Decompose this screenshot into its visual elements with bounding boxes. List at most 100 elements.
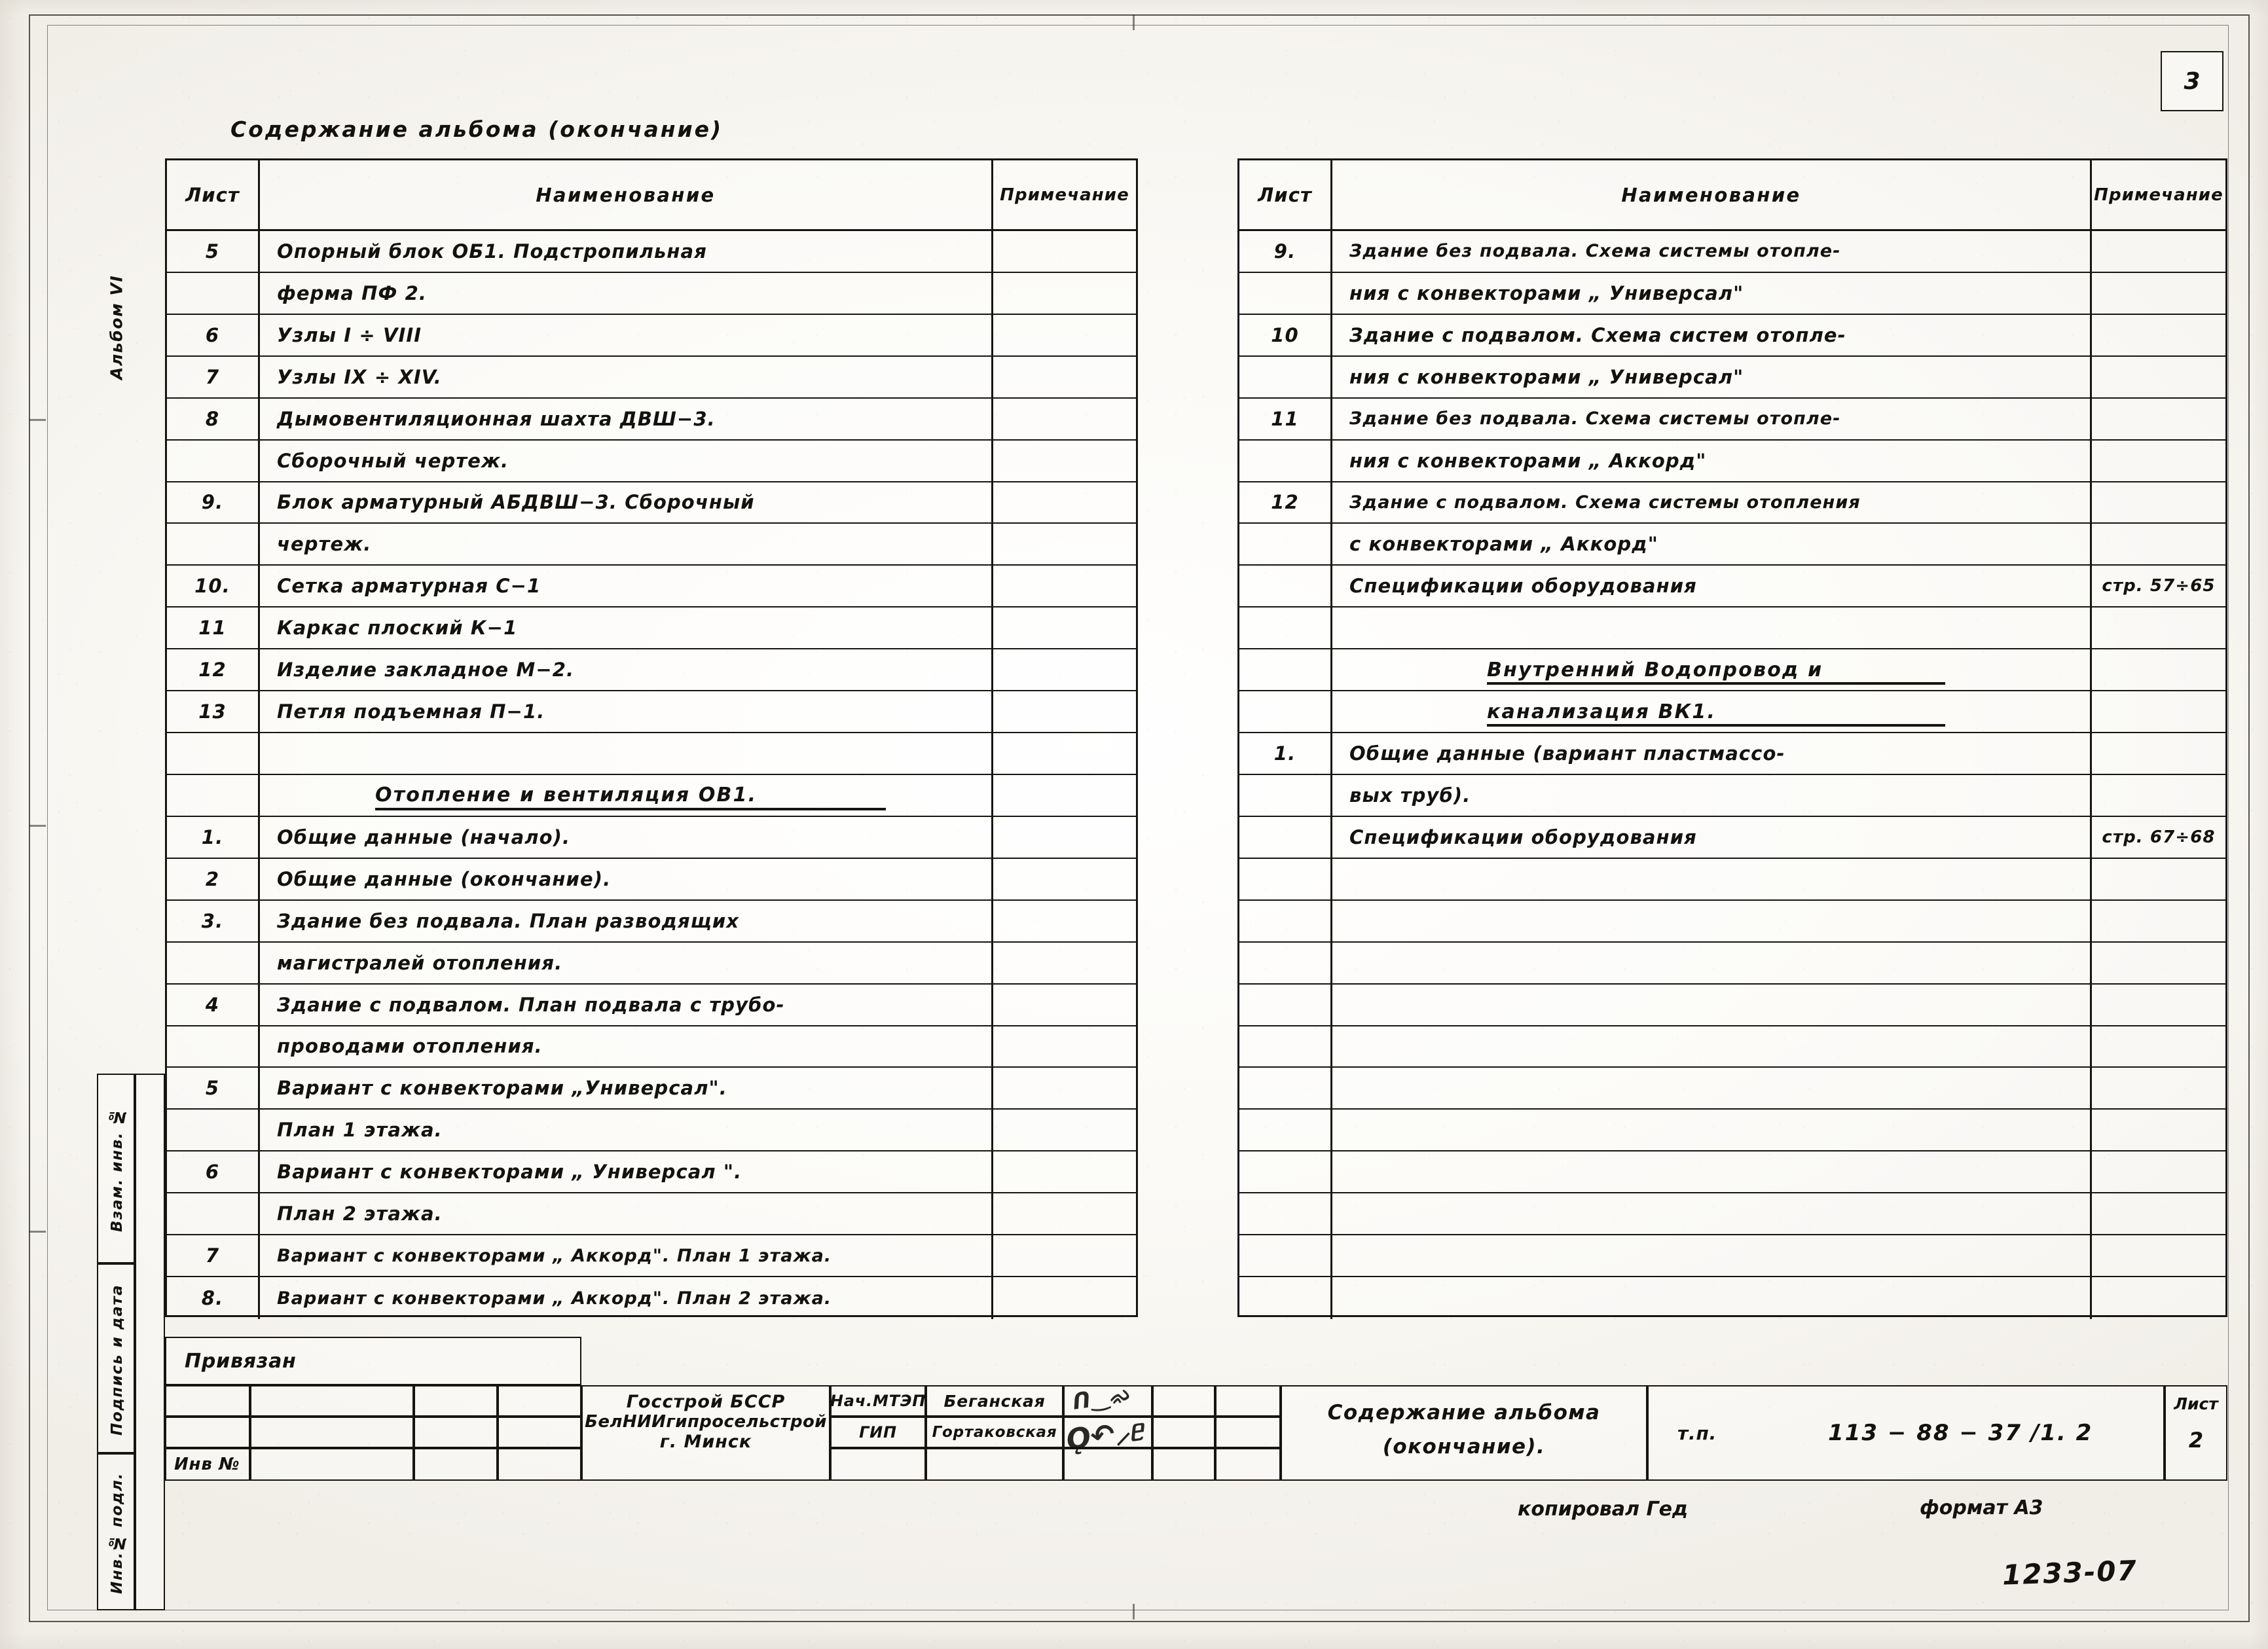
column-header-note-label: Примечание <box>1000 185 1129 205</box>
column-header-sheet: Лист <box>1239 160 1332 229</box>
table-row <box>1239 1277 2225 1319</box>
table-row <box>1239 942 2225 985</box>
edge-tick <box>29 825 46 827</box>
role-3-cell <box>830 1448 926 1481</box>
cell-name <box>260 733 993 774</box>
cell-sheet-label: 1. <box>201 825 224 848</box>
inv-no-label: Инв № <box>174 1455 240 1474</box>
table-row: 3. Здание без подвала. План разводящих <box>167 900 1136 943</box>
margin-label-podpis: Подпись и дата <box>109 1284 126 1436</box>
table-row <box>167 733 1136 775</box>
cell-note: стр. 67÷68 <box>2092 817 2225 858</box>
table-row: магистралей отопления. <box>167 942 1136 985</box>
cell-note <box>993 1151 1136 1192</box>
cell-sheet <box>1239 1110 1332 1151</box>
table-row: Спецификации оборудования стр. 57÷65 <box>1239 566 2225 608</box>
cell-sheet-label: 9. <box>201 491 224 514</box>
column-header-sheet: Лист <box>167 160 260 229</box>
cell-note <box>2092 273 2225 314</box>
table-row: 11 Здание без подвала. Схема системы отоп… <box>1239 398 2225 441</box>
cell-note <box>993 607 1136 648</box>
cell-note <box>2092 607 2225 648</box>
table-row: 8 Дымовентиляционная шахта ДВШ−3. <box>167 398 1136 441</box>
cell-name-label: Дымовентиляционная шахта ДВШ−3. <box>277 407 716 430</box>
cell-note <box>2092 985 2225 1025</box>
table-row <box>1239 607 2225 650</box>
cell-note <box>993 775 1136 816</box>
cell-sheet: 7 <box>167 1235 260 1277</box>
cell-sheet: 7 <box>167 356 260 397</box>
cell-note <box>993 859 1136 899</box>
cell-sheet: 10 <box>1239 314 1332 355</box>
cell-name: Спецификации оборудования <box>1332 816 2092 858</box>
stamp-cell <box>414 1448 498 1481</box>
cell-name: Изделие закладное М−2. <box>260 649 993 691</box>
organisation-cell: Госстрой БССР БелНИИгипросельстрой г. Ми… <box>581 1385 830 1481</box>
table-row: канализация ВК1. <box>1239 691 2225 734</box>
cell-sheet-label: 12 <box>1271 491 1299 514</box>
cell-sheet: 1. <box>1239 733 1332 774</box>
cell-note-label: стр. 57÷65 <box>2102 576 2216 596</box>
table-row: 10. Сетка арматурная С−1 <box>167 566 1136 608</box>
cell-name-label: канализация ВК1. <box>1487 700 1717 723</box>
cell-note <box>2092 1235 2225 1276</box>
cell-sheet <box>1239 566 1332 607</box>
cell-note <box>2092 775 2225 816</box>
cell-name: Здание с подвалом. Схема системы отоплен… <box>1332 482 2092 523</box>
cell-name-label: Спецификации оборудования <box>1349 575 1697 598</box>
inv-no-cell: Инв № <box>165 1448 250 1481</box>
cell-note <box>993 357 1136 397</box>
cell-name: План 1 этажа. <box>260 1110 993 1151</box>
cell-name: Внутренний Водопровод и <box>1332 649 2092 691</box>
cell-name-label: магистралей отопления. <box>277 951 563 974</box>
cell-name-label: План 1 этажа. <box>277 1119 443 1142</box>
cell-sheet-label: 9. <box>1273 240 1296 263</box>
table-row: чертеж. <box>167 524 1136 566</box>
cell-sheet <box>1239 649 1332 691</box>
name-2-cell: Гортаковская <box>926 1417 1063 1448</box>
cell-name <box>1332 1026 2092 1067</box>
cell-sheet: 3. <box>167 900 260 941</box>
cell-sheet: 8. <box>167 1277 260 1319</box>
cell-name-label: Отопление и вентиляция ОВ1. <box>375 784 758 807</box>
cell-note <box>2092 399 2225 439</box>
cell-name-label: Изделие закладное М−2. <box>277 659 575 681</box>
cell-name <box>1332 1277 2092 1319</box>
cell-name-label: ния с конвекторами „ Аккорд" <box>1349 449 1707 472</box>
table-row: ния с конвекторами „ Универсал" <box>1239 272 2225 315</box>
sheet-value: 2 <box>2188 1428 2204 1453</box>
column-header-name-label: Наименование <box>1621 183 1801 206</box>
table-row: Отопление и вентиляция ОВ1. <box>167 774 1136 817</box>
cell-name-label: Каркас плоский К−1 <box>277 617 518 640</box>
cell-name: ния с конвекторами „ Универсал" <box>1332 356 2092 397</box>
table-row <box>1239 1235 2225 1278</box>
cell-sheet-label: 5 <box>205 240 220 263</box>
cell-name: ния с конвекторами „ Аккорд" <box>1332 440 2092 481</box>
cell-sheet-label: 8 <box>205 407 220 430</box>
cell-name-label: ферма ПФ 2. <box>277 281 427 304</box>
table-row: Сборочный чертеж. <box>167 440 1136 482</box>
stamp-cell <box>498 1417 581 1448</box>
page-title: Содержание альбома (окончание) <box>230 117 723 142</box>
column-header-note-label: Примечание <box>2094 185 2223 205</box>
table-row: 8. Вариант с конвекторами „ Аккорд". План… <box>167 1277 1136 1319</box>
table-row: 1. Общие данные (начало). <box>167 816 1136 859</box>
table-row: 9. Блок арматурный АБДВШ−3. Сборочный <box>167 482 1136 524</box>
contents-table-left: Лист Наименование Примечание 5 Опорный блок … <box>165 158 1138 1319</box>
cell-note: стр. 57÷65 <box>2092 566 2225 606</box>
cell-name: Блок арматурный АБДВШ−3. Сборочный <box>260 482 993 523</box>
cell-sheet-label: 2 <box>205 867 220 890</box>
cell-sheet <box>1239 440 1332 481</box>
cell-name: Здание без подвала. План разводящих <box>260 900 993 941</box>
cell-sheet: 13 <box>167 691 260 733</box>
cell-note <box>993 1277 1136 1319</box>
cell-sheet <box>1239 1151 1332 1193</box>
cell-note <box>993 441 1136 481</box>
cell-note <box>993 399 1136 439</box>
cell-sheet-label: 7 <box>205 365 220 388</box>
cell-name: ферма ПФ 2. <box>260 272 993 314</box>
cell-name-label: чертеж. <box>277 533 372 556</box>
cell-sheet <box>167 1110 260 1151</box>
cell-sheet <box>1239 691 1332 733</box>
cell-note-label: стр. 67÷68 <box>2102 827 2216 847</box>
